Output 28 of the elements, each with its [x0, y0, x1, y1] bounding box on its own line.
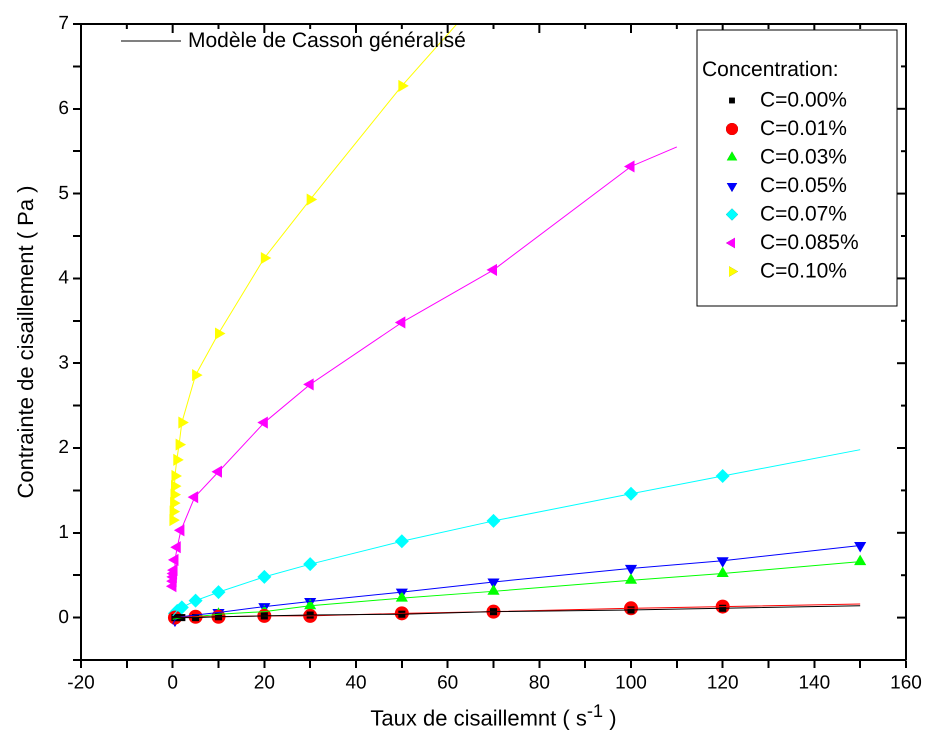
x-tick-label: 160: [890, 672, 922, 694]
x-tick-label: -20: [67, 672, 95, 694]
x-tick-label: 20: [254, 672, 275, 694]
x-tick-label: 40: [345, 672, 367, 694]
legend-label: C=0.085%: [760, 230, 859, 254]
legend-title: Concentration:: [702, 58, 839, 81]
legend-label: C=0.10%: [760, 259, 847, 282]
x-tick-label: 140: [798, 672, 830, 694]
x-tick-label: 80: [528, 672, 550, 694]
y-tick-label: 4: [58, 268, 70, 289]
x-tick-label: 120: [706, 672, 739, 694]
legend-label: C=0.03%: [760, 145, 847, 168]
legend-label: C=0.07%: [760, 202, 847, 226]
legend-label: C=0.00%: [760, 88, 847, 112]
legend-label: C=0.05%: [760, 174, 847, 197]
y-tick-label: 7: [58, 13, 69, 34]
y-tick-label: 6: [58, 98, 69, 120]
y-tick-label: 1: [58, 522, 69, 544]
y-axis-title: Contrainte de cisaillement ( Pa ): [13, 185, 39, 499]
x-tick-label: 100: [615, 672, 647, 694]
x-axis-title: Taux de cisaillemnt ( s$^{-1}$ ): [369, 700, 618, 732]
legend-label: C=0.01%: [760, 116, 847, 140]
x-tick-label: 0: [167, 672, 178, 694]
y-tick-label: 3: [58, 352, 69, 374]
y-tick-label: 2: [58, 437, 69, 458]
y-tick-label: 0: [58, 606, 69, 628]
x-tick-label: 60: [437, 672, 458, 694]
y-tick-label: 5: [58, 182, 69, 204]
